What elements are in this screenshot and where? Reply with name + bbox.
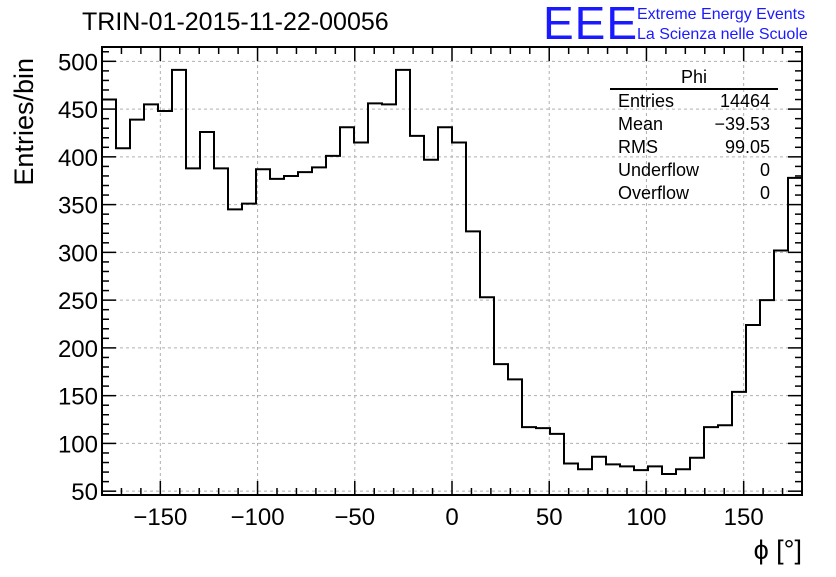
histogram-bin (116, 148, 130, 495)
histogram-bin (732, 392, 746, 495)
histogram-bin (214, 168, 228, 495)
x-tick-label: 50 (536, 504, 563, 531)
histogram-bin (676, 469, 690, 495)
histogram-bin (536, 428, 550, 495)
y-tick-label: 300 (58, 240, 98, 267)
histogram-bin (172, 70, 186, 495)
histogram-bin (186, 168, 200, 495)
stats-value: 14464 (719, 91, 770, 111)
histogram-bin (228, 209, 242, 495)
stats-row-mean: Mean −39.53 (610, 113, 778, 136)
histogram-bin (326, 156, 340, 495)
x-tick-label: 100 (626, 504, 666, 531)
histogram-bin (760, 300, 774, 495)
histogram-bin (508, 379, 522, 495)
histogram-bin (410, 136, 424, 495)
histogram-bin (522, 427, 536, 495)
y-tick-labels: 50 100 150 200 250 300 350 400 450 500 (58, 49, 98, 506)
grid-lines (102, 47, 802, 495)
histogram-bin (438, 127, 452, 495)
histogram-bin (130, 120, 144, 495)
histogram-bin (102, 100, 116, 495)
histogram-bin (158, 111, 172, 495)
stats-label: Entries (618, 91, 675, 111)
histogram-bin (788, 178, 802, 495)
logo-caption: Extreme Energy Events La Scienza nelle S… (637, 5, 808, 45)
histogram-bin (424, 160, 438, 495)
histogram-bin (550, 434, 564, 495)
stats-row-rms: RMS 99.05 (610, 136, 778, 159)
histogram-bin (298, 172, 312, 495)
histogram-bin (466, 231, 480, 495)
stats-box-title: Phi (610, 66, 778, 90)
histogram-bin (284, 176, 298, 495)
y-tick-label: 400 (58, 145, 98, 172)
logo-line-2: La Scienza nelle Scuole (637, 26, 808, 43)
histogram-bin (648, 466, 662, 495)
y-tick-label: 250 (58, 288, 98, 315)
histogram-bin (340, 127, 354, 495)
y-tick-label: 150 (58, 384, 98, 411)
histogram-bin (704, 427, 718, 495)
histogram-bin (718, 425, 732, 495)
histogram-bin (256, 169, 270, 495)
x-tick-label: −50 (334, 504, 375, 531)
x-axis-label: ϕ [°] (754, 535, 802, 565)
x-tick-label: −150 (133, 504, 187, 531)
histogram-bin (746, 325, 760, 495)
histogram-bin (354, 143, 368, 495)
histogram-bin (200, 132, 214, 495)
histogram-bin (774, 250, 788, 495)
histogram-bin (690, 458, 704, 495)
histogram-bin (368, 103, 382, 495)
logo-line-1: Extreme Energy Events (637, 6, 806, 23)
stats-label: Overflow (618, 183, 690, 203)
histogram-outline (102, 68, 802, 475)
histogram-bin (382, 104, 396, 495)
stats-label: Mean (618, 114, 664, 134)
histogram-bin (494, 364, 508, 495)
histogram-bin (480, 297, 494, 495)
y-tick-label: 50 (71, 479, 98, 506)
x-tick-label: 0 (445, 504, 458, 531)
histogram-bin (578, 469, 592, 495)
y-tick-label: 200 (58, 336, 98, 363)
stats-value: 0 (759, 183, 770, 203)
histogram-bin (452, 143, 466, 495)
histogram-bin (144, 104, 158, 495)
stats-row-entries: Entries 14464 (610, 90, 778, 113)
stats-label: Underflow (618, 160, 700, 180)
x-tick-labels: −150 −100 −50 0 50 100 150 (133, 504, 763, 531)
stats-value: 99.05 (724, 137, 770, 157)
y-tick-label: 450 (58, 97, 98, 124)
y-tick-label: 100 (58, 431, 98, 458)
stats-value: 0 (759, 160, 770, 180)
eee-logo: EEE (543, 0, 639, 49)
stats-box: Phi Entries 14464 Mean −39.53 RMS 99.05 … (610, 66, 778, 205)
stats-label: RMS (618, 137, 658, 157)
histogram-bin (564, 463, 578, 495)
histogram-bin (312, 167, 326, 495)
histogram-bin (242, 204, 256, 495)
y-axis-label: Entries/bin (9, 58, 39, 186)
stats-row-underflow: Underflow 0 (610, 159, 778, 182)
stats-row-overflow: Overflow 0 (610, 182, 778, 205)
histogram-bin (396, 70, 410, 495)
histogram-bin (592, 457, 606, 495)
y-tick-label: 500 (58, 49, 98, 76)
stats-value: −39.53 (714, 114, 770, 134)
y-tick-label: 350 (58, 193, 98, 220)
x-tick-label: 150 (724, 504, 764, 531)
axis-ticks (101, 47, 803, 495)
histogram-bin (270, 179, 284, 495)
histogram-bin (662, 474, 676, 495)
chart-title: TRIN-01-2015-11-22-00056 (82, 8, 389, 36)
x-tick-label: −100 (231, 504, 285, 531)
